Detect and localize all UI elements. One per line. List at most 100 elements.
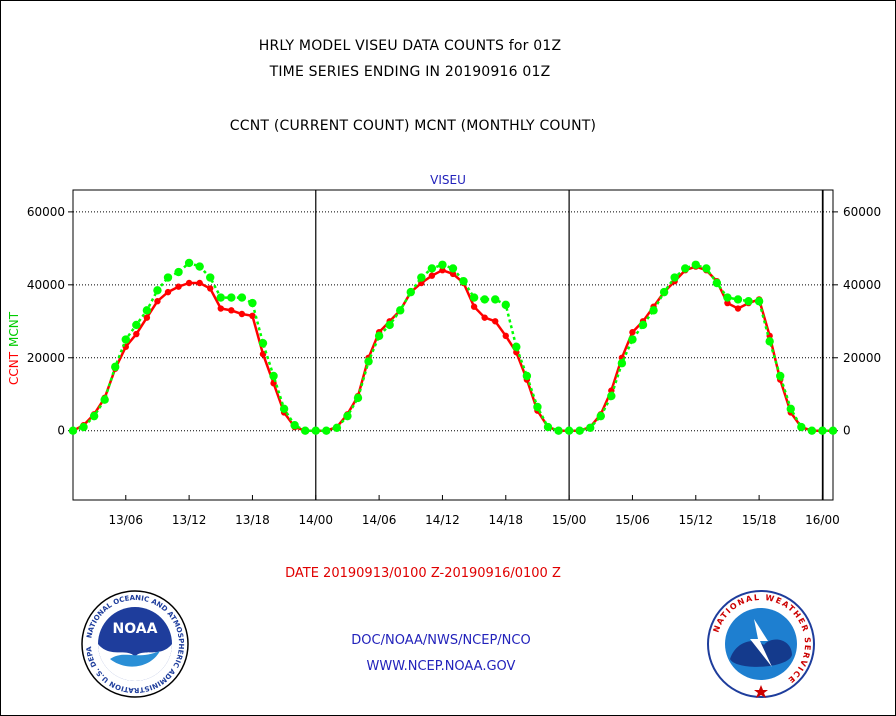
data-point-mcnt [776, 371, 785, 381]
data-point-mcnt [828, 426, 838, 435]
data-point-mcnt [765, 337, 774, 346]
chart-title: VISEU [430, 173, 466, 187]
data-point-mcnt [100, 395, 109, 404]
data-point-mcnt [322, 426, 331, 435]
data-point-ccnt [259, 350, 267, 358]
data-point-ccnt [238, 310, 246, 318]
xtick-label: 13/18 [235, 513, 270, 527]
data-point-ccnt [143, 314, 151, 321]
data-point-mcnt [343, 411, 352, 421]
data-point-mcnt [68, 426, 78, 435]
data-point-mcnt [638, 320, 648, 330]
data-point-ccnt [154, 298, 161, 305]
data-point-mcnt [702, 264, 711, 273]
ytick-label-left: 40000 [27, 278, 65, 292]
xtick-label: 14/18 [488, 513, 523, 527]
data-point-mcnt [469, 293, 479, 302]
data-point-mcnt [575, 426, 584, 435]
series-layer [68, 258, 838, 435]
data-point-mcnt [121, 335, 130, 344]
data-point-mcnt [311, 426, 320, 435]
grid-lines [73, 190, 833, 500]
xtick-label: 13/06 [108, 513, 143, 527]
data-point-mcnt [522, 371, 532, 381]
noaa-logo-text: NOAA [113, 621, 158, 637]
data-point-mcnt [206, 273, 215, 282]
data-point-mcnt [533, 402, 542, 412]
data-point-mcnt [184, 258, 194, 268]
data-point-mcnt [586, 423, 595, 432]
data-point-ccnt [133, 330, 140, 338]
data-point-mcnt [290, 421, 299, 430]
footer-org: DOC/NOAA/NWS/NCEP/NCO [351, 633, 531, 648]
data-point-mcnt [353, 393, 363, 403]
data-point-ccnt [249, 312, 256, 320]
date-range-label: DATE 20190913/0100 Z-20190916/0100 Z [285, 566, 561, 581]
xtick-label: 14/06 [362, 513, 397, 527]
plot-area [72, 189, 834, 501]
data-point-mcnt [216, 293, 225, 302]
data-point-mcnt [269, 371, 278, 381]
data-point-mcnt [427, 264, 437, 273]
data-point-ccnt [207, 285, 214, 292]
data-point-mcnt [649, 306, 658, 315]
data-point-mcnt [406, 287, 415, 297]
star-icon [754, 685, 768, 698]
data-point-mcnt [79, 422, 88, 432]
data-point-mcnt [301, 426, 310, 435]
data-point-ccnt [492, 318, 499, 325]
xtick-label: 16/00 [805, 513, 840, 527]
noaa-logo: NOAA NATIONAL OCEANIC AND ATMOSPHERIC AD… [80, 589, 189, 698]
data-point-mcnt [512, 342, 521, 352]
data-point-mcnt [596, 411, 605, 421]
ytick-label-right: 60000 [843, 205, 881, 219]
data-point-mcnt [111, 362, 120, 372]
ylabel-ccnt: CCNT [7, 351, 21, 385]
data-point-ccnt [217, 305, 224, 312]
ytick-label-left: 20000 [27, 351, 65, 365]
data-point-mcnt [712, 278, 722, 288]
data-point-mcnt [501, 300, 510, 310]
xtick-label: 15/12 [678, 513, 713, 527]
data-point-ccnt [470, 303, 478, 310]
data-point-ccnt [185, 279, 193, 287]
data-point-ccnt [175, 283, 182, 290]
footer-url[interactable]: WWW.NCEP.NOAA.GOV [366, 659, 516, 674]
data-point-mcnt [807, 426, 817, 435]
data-point-mcnt [195, 262, 204, 271]
ytick-label-right: 20000 [843, 351, 881, 365]
data-point-mcnt [237, 293, 247, 302]
data-point-mcnt [554, 426, 563, 435]
data-point-mcnt [480, 295, 489, 304]
data-point-mcnt [607, 391, 616, 401]
data-point-mcnt [459, 276, 468, 286]
data-point-mcnt [142, 306, 152, 315]
data-point-ccnt [629, 329, 636, 336]
data-point-ccnt [734, 305, 742, 312]
data-point-mcnt [797, 422, 806, 432]
data-point-mcnt [248, 298, 257, 308]
data-point-mcnt [227, 293, 236, 302]
data-point-ccnt [164, 288, 172, 296]
data-point-mcnt [564, 426, 574, 435]
data-point-mcnt [174, 267, 183, 277]
data-point-mcnt [754, 297, 764, 306]
data-point-ccnt [228, 307, 235, 314]
data-point-mcnt [89, 411, 99, 421]
data-point-mcnt [733, 295, 743, 304]
ytick-label-left: 60000 [27, 205, 65, 219]
xtick-label: 15/18 [742, 513, 777, 527]
data-point-mcnt [385, 320, 394, 330]
ytick-label-left: 0 [57, 424, 65, 438]
data-point-ccnt [428, 272, 436, 279]
data-point-mcnt [491, 295, 500, 304]
axes: 0 0 20000 20000 40000 40000 60000 60000 13/06 13/… [27, 205, 881, 527]
data-point-mcnt [744, 297, 753, 306]
data-point-mcnt [818, 426, 827, 435]
data-point-mcnt [448, 264, 458, 273]
data-point-mcnt [786, 404, 795, 414]
data-point-mcnt [438, 260, 447, 269]
data-point-mcnt [279, 404, 289, 414]
data-point-mcnt [364, 357, 373, 366]
data-point-ccnt [481, 314, 488, 321]
